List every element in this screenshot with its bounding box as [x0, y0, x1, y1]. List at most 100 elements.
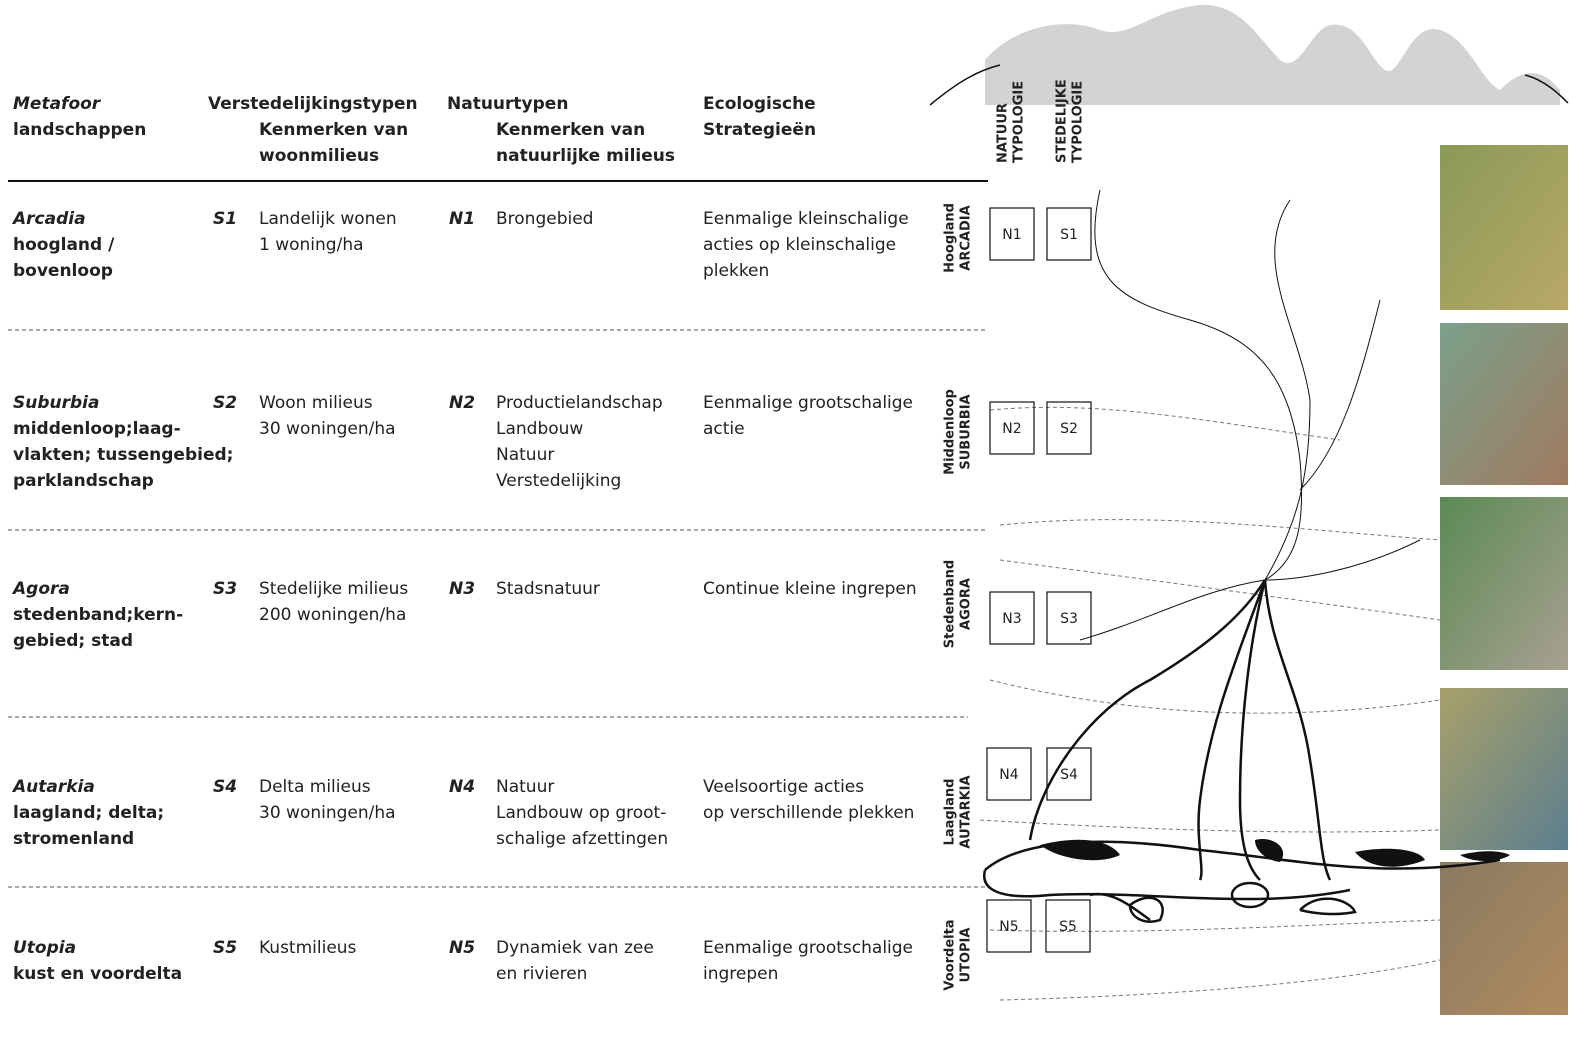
mountain-line — [929, 64, 1569, 106]
column-subtitle: Kenmerken van — [496, 120, 645, 140]
typology-box — [986, 747, 1032, 801]
zone-name: ARCADIA — [959, 205, 974, 270]
nature-text: schalige afzettingen — [496, 829, 668, 849]
typology-box — [989, 591, 1035, 645]
typology-box — [1046, 747, 1092, 801]
landscape: kust en voordelta — [13, 964, 182, 984]
strategy: Veelsoortige acties — [703, 777, 864, 797]
strategy: ingrepen — [703, 964, 778, 984]
nature-text: Landbouw op groot- — [496, 803, 666, 823]
column-subtitle: natuurlijke milieus — [496, 146, 675, 166]
urban-code: S5 — [213, 938, 237, 958]
typology-box-label: S5 — [1059, 919, 1077, 935]
mountain — [985, 4, 1560, 105]
landscape: laagland; delta; — [13, 803, 164, 823]
urban-code: S3 — [213, 579, 237, 599]
typology-box-label: S2 — [1060, 421, 1078, 437]
metaphor: Suburbia — [13, 393, 99, 413]
column-subtitle: Kenmerken van — [259, 120, 408, 140]
landscape: gebied; stad — [13, 631, 133, 651]
zone-level: Stedenband — [943, 560, 958, 648]
strategy: Eenmalige grootschalige — [703, 938, 913, 958]
typology-box — [1046, 591, 1092, 645]
zone-level: Voordelta — [943, 919, 958, 990]
river-lakes — [1040, 839, 1510, 867]
typology-box-label: S1 — [1060, 227, 1078, 243]
metaphor: Autarkia — [11, 777, 95, 797]
nature-text: Verstedelijking — [496, 471, 621, 491]
nature-code: N5 — [449, 938, 475, 958]
column-subtitle: Ecologische — [703, 94, 816, 114]
typology-box — [1045, 899, 1091, 953]
nature-code: N4 — [449, 777, 475, 797]
urban-text: Delta milieus — [259, 777, 371, 797]
nature-text: Landbouw — [496, 419, 583, 439]
nature-text: en rivieren — [496, 964, 587, 984]
landscape: vlakten; tussengebied; — [13, 445, 233, 465]
urban-text: 30 woningen/ha — [259, 419, 396, 439]
strategy: Eenmalige grootschalige — [703, 393, 913, 413]
photos — [1440, 145, 1568, 1015]
strategy: Continue kleine ingrepen — [703, 579, 917, 599]
metaphor: Arcadia — [11, 209, 86, 229]
nature-text: Productielandschap — [496, 393, 663, 413]
typology-box — [986, 899, 1032, 953]
urban-text: 200 woningen/ha — [259, 605, 406, 625]
typology-label: TYPOLOGIE — [1071, 81, 1086, 163]
zone-name: AUTARKIA — [959, 775, 974, 848]
nature-text: Natuur — [496, 777, 554, 797]
typology-box-label: N4 — [999, 767, 1018, 783]
zone-lines — [979, 406, 1441, 1001]
photo — [1440, 323, 1568, 485]
column-subtitle: Strategieën — [703, 120, 816, 140]
landscape: stedenband;kern- — [13, 605, 183, 625]
nature-code: N3 — [449, 579, 475, 599]
typology-box-label: N3 — [1002, 611, 1021, 627]
nature-code: N2 — [449, 393, 475, 413]
typology-box-label: S4 — [1060, 767, 1078, 783]
strategy: op verschillende plekken — [703, 803, 914, 823]
urban-text: Stedelijke milieus — [259, 579, 408, 599]
photo — [1440, 145, 1568, 310]
typology-label: TYPOLOGIE — [1012, 81, 1027, 163]
landscape: middenloop;laag- — [13, 419, 181, 439]
zone-level: Middenloop — [943, 389, 958, 475]
nature-text: Natuur — [496, 445, 554, 465]
urban-code: S2 — [213, 393, 237, 413]
metaphor: Agora — [11, 579, 70, 599]
photo — [1440, 862, 1568, 1015]
urban-text: Woon milieus — [259, 393, 373, 413]
photo — [1440, 688, 1568, 850]
zone-name: AGORA — [959, 578, 974, 630]
river — [983, 189, 1501, 923]
column-title: Natuurtypen — [447, 94, 568, 114]
urban-code: S4 — [213, 777, 237, 797]
nature-text: Dynamiek van zee — [496, 938, 654, 958]
strategy: acties op kleinschalige — [703, 235, 896, 255]
metaphor: Utopia — [13, 938, 76, 958]
urban-text: Kustmilieus — [259, 938, 357, 958]
typology-box-label: N1 — [1002, 227, 1021, 243]
column-subtitle: woonmilieus — [259, 146, 379, 166]
zone-name: UTOPIA — [959, 928, 974, 983]
strategy: actie — [703, 419, 745, 439]
typology-box-label: N2 — [1002, 421, 1021, 437]
strategy: plekken — [703, 261, 769, 281]
zone-name: SUBURBIA — [959, 394, 974, 469]
urban-text: 1 woning/ha — [259, 235, 364, 255]
strategy: Eenmalige kleinschalige — [703, 209, 909, 229]
nature-text: Stadsnatuur — [496, 579, 600, 599]
landscape: bovenloop — [13, 261, 113, 281]
photo — [1440, 497, 1568, 670]
typology-box-label: S3 — [1060, 611, 1078, 627]
column-title: Metafoor — [13, 94, 102, 114]
typology-label: NATUUR — [996, 103, 1011, 163]
typology-box — [1046, 401, 1092, 455]
zone-level: Laagland — [943, 779, 958, 846]
column-subtitle: landschappen — [13, 120, 146, 140]
zone-level: Hoogland — [943, 203, 958, 273]
urban-text: 30 woningen/ha — [259, 803, 396, 823]
urban-code: S1 — [213, 209, 237, 229]
landscape: hoogland / — [13, 235, 115, 255]
